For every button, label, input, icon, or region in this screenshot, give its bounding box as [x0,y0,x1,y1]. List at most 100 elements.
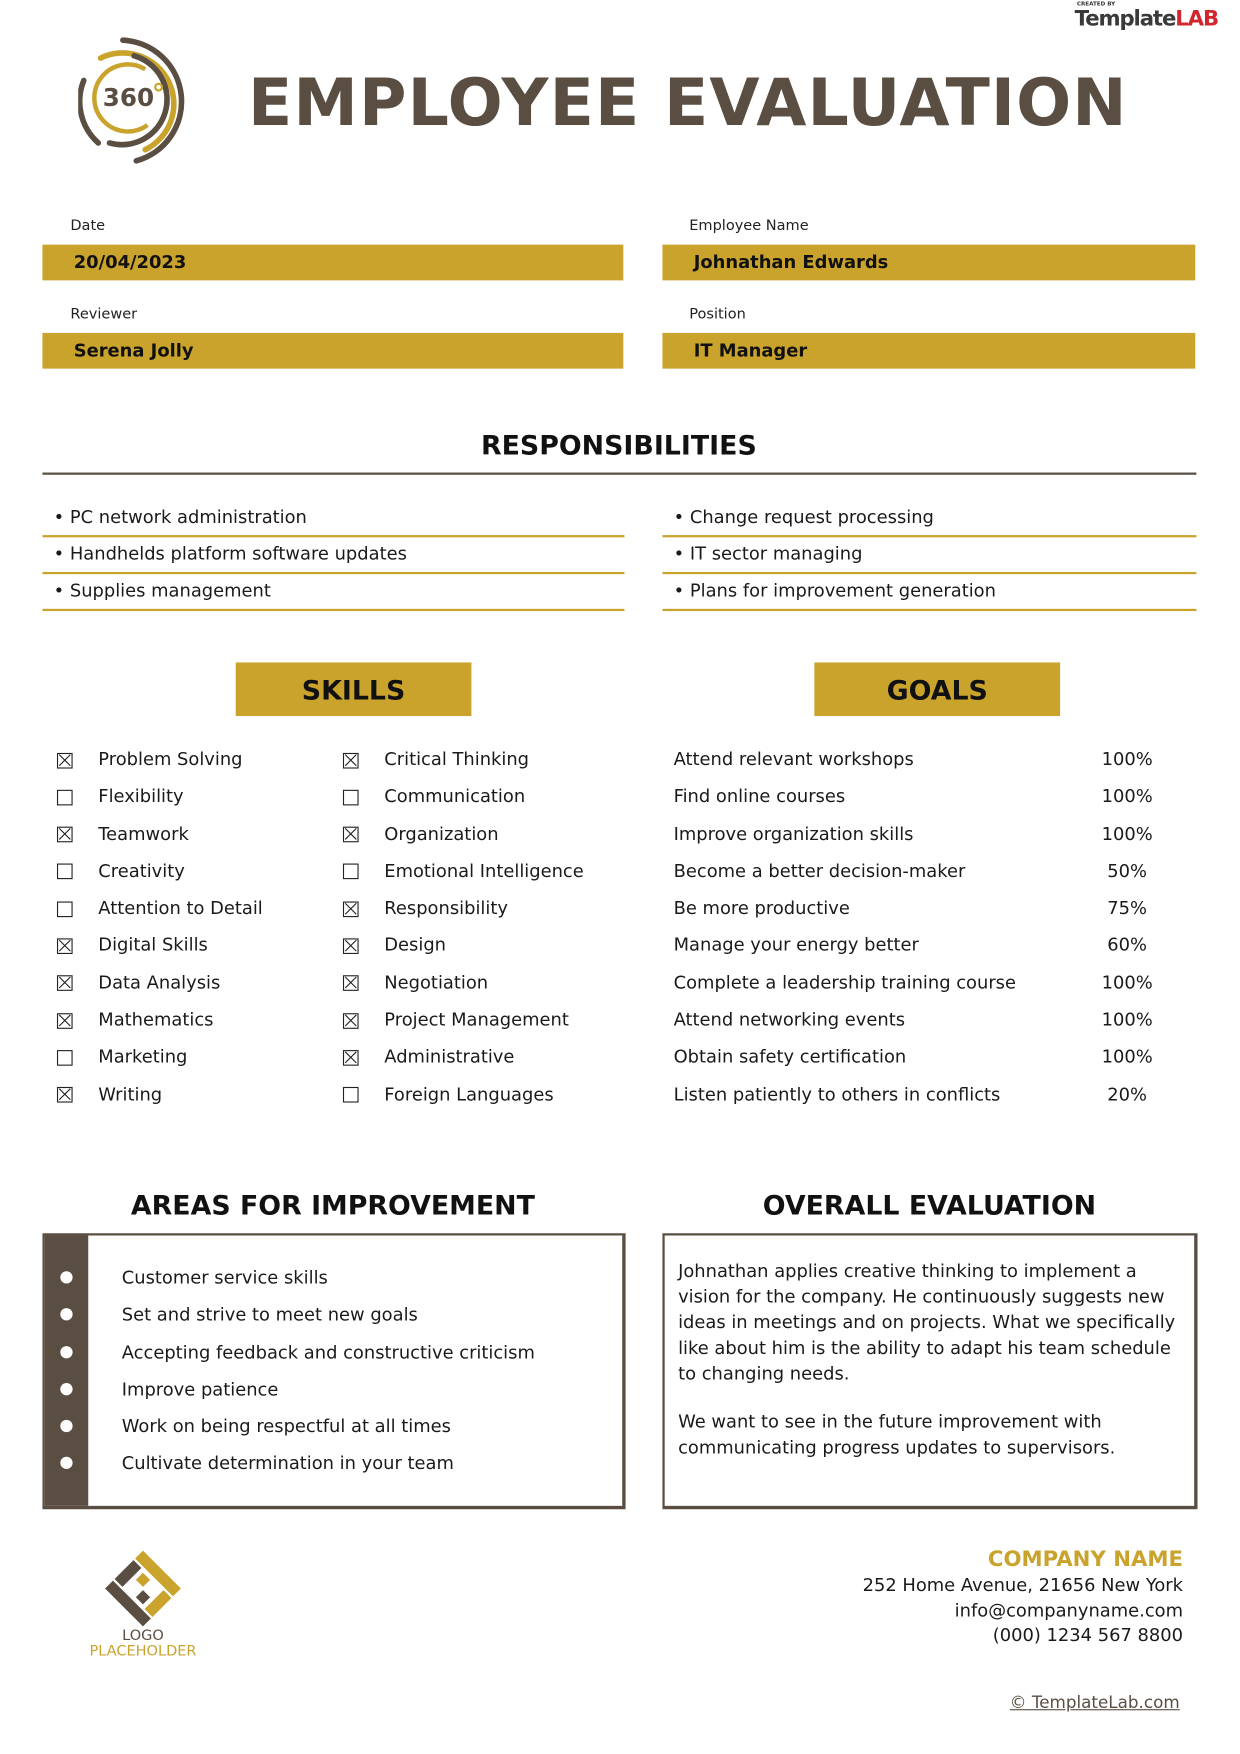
goal-percent: 100% [1101,1008,1153,1031]
checked-checkbox-icon[interactable] [342,1049,359,1066]
goal-row: Listen patiently to others in conflicts 2… [674,1075,1166,1112]
goal-percent: 50% [1107,860,1148,882]
skill-row: Project Management [342,1001,633,1038]
skill-row: Digital Skills [56,927,325,964]
improvement-text: Accepting feedback and constructive crit… [121,1341,535,1363]
improvement-text: Improve patience [121,1378,279,1400]
skill-label: Administrative [384,1046,515,1068]
checked-checkbox-icon[interactable] [342,938,359,954]
responsibility-item: • Change request processing [662,500,1197,538]
skill-row: Mathematics [56,1001,325,1038]
templatelab-link[interactable]: © TemplateLab.com [1009,1692,1180,1713]
skill-label: Mathematics [98,1008,214,1031]
unchecked-checkbox-icon[interactable] [342,1087,359,1103]
checked-checkbox-icon[interactable] [56,826,73,843]
checked-checkbox-icon[interactable] [56,1012,73,1029]
checked-checkbox-icon[interactable] [56,975,73,992]
goal-label: Listen patiently to others in conflicts [673,1083,1001,1105]
improvement-item: Improve patience [60,1371,596,1408]
skill-label: Problem Solving [98,748,243,770]
divider [42,472,1197,475]
improvement-item: Set and strive to meet new goals [60,1296,596,1333]
skill-row: Critical Thinking [342,741,633,778]
improvement-item: Work on being respectful at all times [60,1408,596,1445]
position-field[interactable]: IT Manager [662,332,1196,369]
skill-label: Marketing [98,1046,188,1068]
unchecked-checkbox-icon[interactable] [56,789,73,806]
company-phone: (000) 1234 567 8800 [992,1624,1184,1646]
goal-row: Obtain safety certification 100% [674,1038,1166,1075]
responsibility-item: • IT sector managing [662,537,1197,575]
improvement-box: Customer service skills Set and strive to… [42,1233,626,1510]
reviewer-field[interactable]: Serena Jolly [42,332,624,369]
skill-row: Administrative [342,1038,633,1075]
goal-row: Improve organization skills 100% [674,815,1166,852]
skill-label: Design [384,934,447,956]
skill-row: Emotional Intelligence [342,852,633,889]
bullet-icon [60,1345,73,1358]
unchecked-checkbox-icon[interactable] [56,901,73,917]
checked-checkbox-icon[interactable] [342,1012,359,1029]
bullet-icon [60,1308,73,1321]
goal-row: Find online courses 100% [674,778,1166,815]
skill-label: Critical Thinking [384,748,530,770]
bullet-icon [60,1420,73,1433]
skill-label: Flexibility [98,785,184,807]
skill-label: Responsibility [384,897,508,919]
bullet-icon [60,1382,73,1396]
responsibility-item: • Supplies management [42,574,625,612]
skill-row: Responsibility [342,889,633,926]
page-title: EMPLOYEE EVALUATION [247,64,1128,141]
evaluation-paragraph: We want to see in the future improvement… [678,1410,1116,1458]
date-field[interactable]: 20/04/2023 [42,244,624,281]
company-name: COMPANY NAME [987,1547,1184,1572]
skill-label: Project Management [384,1008,569,1031]
unchecked-checkbox-icon[interactable] [56,1049,73,1066]
employee-name-field[interactable]: Johnathan Edwards [662,244,1196,281]
goal-label: Improve organization skills [673,822,914,845]
goal-label: Manage your energy better [673,934,919,956]
checked-checkbox-icon[interactable] [342,826,359,843]
templatelab-logo: CREATED BY TemplateLAB [1074,1,1219,32]
skill-label: Negotiation [384,971,489,993]
skills-column-1: Problem Solving Flexibility Teamwork Creati… [56,741,325,1113]
checked-checkbox-icon[interactable] [342,975,359,992]
goal-percent: 75% [1107,897,1148,919]
checked-checkbox-icon[interactable] [342,752,359,769]
overall-heading: OVERALL EVALUATION [762,1189,1097,1221]
responsibility-item: • Handhelds platform software updates [42,537,625,575]
improvement-text: Work on being respectful at all times [121,1415,451,1437]
goal-label: Attend relevant workshops [673,748,914,770]
unchecked-checkbox-icon[interactable] [342,789,359,806]
skill-label: Foreign Languages [384,1083,554,1105]
checked-checkbox-icon[interactable] [56,752,73,769]
unchecked-checkbox-icon[interactable] [56,863,73,880]
checked-checkbox-icon[interactable] [56,938,73,954]
skill-row: Design [342,927,633,964]
skill-label: Creativity [98,860,185,882]
skill-label: Communication [384,785,526,807]
goal-row: Attend relevant workshops 100% [674,741,1166,778]
goal-row: Complete a leadership training course 100… [674,964,1166,1001]
360-logo-icon [78,37,185,164]
skill-label: Attention to Detail [98,897,263,919]
improvement-text: Customer service skills [121,1266,328,1289]
checked-checkbox-icon[interactable] [56,1087,73,1103]
checked-checkbox-icon[interactable] [342,901,359,917]
skill-label: Teamwork [98,822,189,845]
goal-percent: 100% [1101,1046,1153,1068]
goal-label: Obtain safety certification [673,1046,907,1068]
logo-placeholder-icon [105,1550,181,1627]
skills-heading: SKILLS [235,662,472,717]
skill-row: Communication [342,778,633,815]
skill-row: Marketing [56,1038,325,1075]
company-email[interactable]: info@companyname.com [954,1599,1184,1621]
responsibility-item: • Plans for improvement generation [662,574,1197,612]
skill-row: Teamwork [56,815,325,852]
skill-label: Writing [98,1083,163,1105]
position-label: Position [689,306,746,323]
unchecked-checkbox-icon[interactable] [342,863,359,880]
goals-heading: GOALS [814,662,1061,717]
improvement-text: Set and strive to meet new goals [121,1303,418,1326]
